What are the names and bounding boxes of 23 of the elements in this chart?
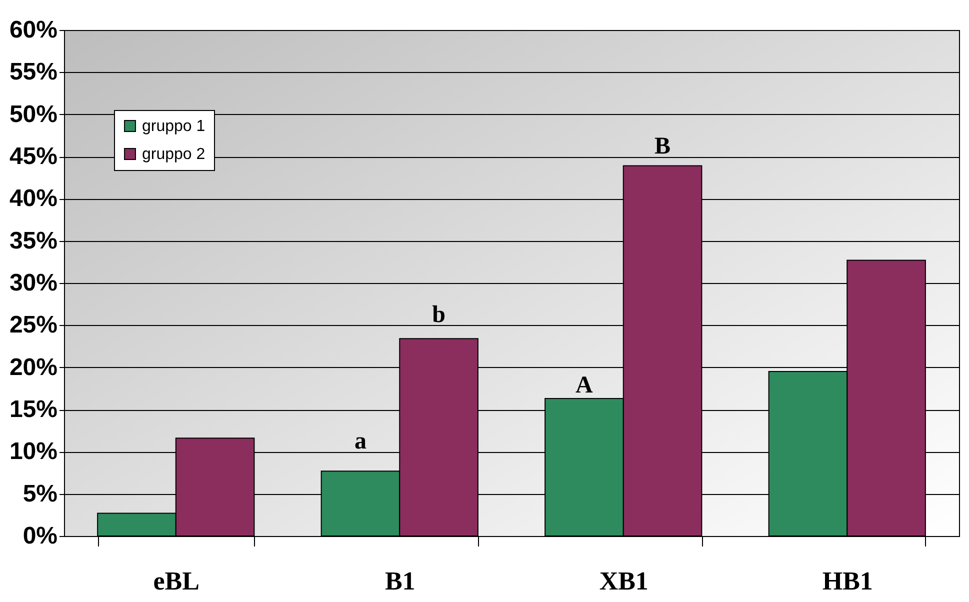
y-tick-label: 25% xyxy=(9,312,58,339)
x-tick-label: HB1 xyxy=(822,566,873,596)
annotation: b xyxy=(432,302,446,328)
y-tick-label: 35% xyxy=(9,227,58,254)
y-tick-label: 55% xyxy=(9,58,58,86)
y-tick-label: 40% xyxy=(9,185,58,212)
x-tick-label: B1 xyxy=(384,566,416,596)
legend-label: gruppo 2 xyxy=(142,146,206,163)
y-tick-label: 45% xyxy=(9,143,58,170)
annotation: B xyxy=(654,133,671,160)
x-tick-label: XB1 xyxy=(599,566,648,596)
y-tick-label: 30% xyxy=(9,270,58,296)
y-tick-label: 50% xyxy=(9,100,58,128)
legend-label: gruppo 1 xyxy=(142,118,206,135)
annotation: a xyxy=(354,428,366,455)
x-tick-label: eBL xyxy=(153,566,200,596)
y-tick-label: 15% xyxy=(9,396,58,423)
y-tick-label: 5% xyxy=(22,480,58,508)
annotation: A xyxy=(576,372,594,399)
y-tick-label: 10% xyxy=(9,438,58,466)
y-tick-label: 0% xyxy=(22,522,58,550)
y-tick-label: 60% xyxy=(9,16,58,44)
y-tick-label: 20% xyxy=(9,354,58,381)
